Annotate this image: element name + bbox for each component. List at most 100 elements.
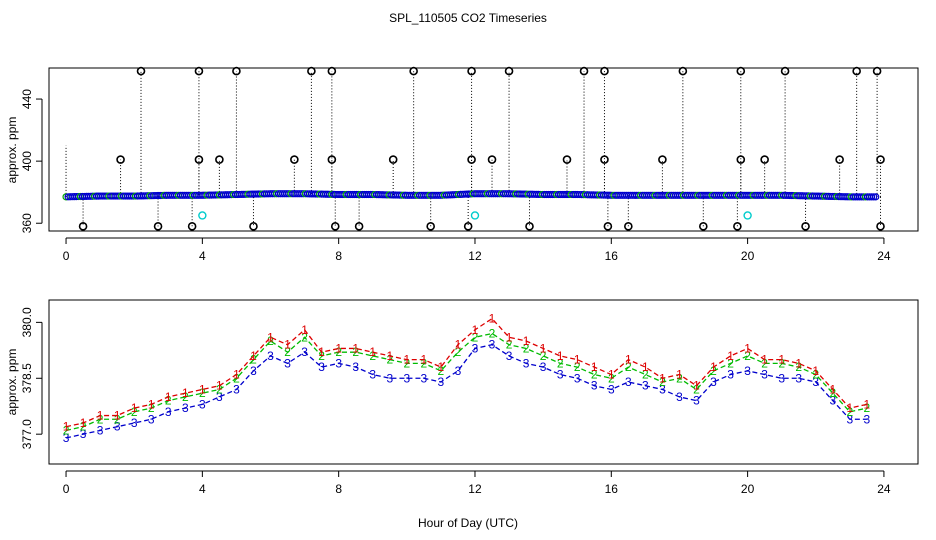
bottom-series-1-point: 1	[301, 323, 308, 337]
bottom-series-3-point: 3	[165, 405, 172, 419]
bottom-series-3-point: 3	[523, 356, 530, 370]
bottom-series-1-line	[65, 317, 868, 428]
top-panel: 0 4 8 12 16 20 24 360 400 440 approx. ppm	[5, 66, 919, 263]
bottom-series-2-point: 2	[778, 356, 785, 370]
bottom-series-1-point: 1	[761, 353, 768, 367]
top-spikes-low-point	[733, 222, 742, 231]
bottom-series-3-point: 3	[386, 371, 393, 385]
bottom-x-tick-label: 24	[877, 482, 891, 496]
top-spikes-high-point	[736, 66, 746, 76]
top-spikes-low-point	[801, 222, 810, 231]
bottom-series-1-point: 1	[369, 345, 376, 359]
bottom-series-1-point: 1	[591, 360, 598, 374]
bottom-series-1-point: 1	[727, 349, 734, 363]
top-x-tick-label: 24	[877, 249, 891, 263]
bottom-series-2-point: 2	[846, 405, 853, 419]
top-spikes-mid-point	[467, 155, 476, 164]
top-spikes-low-point	[603, 222, 613, 231]
bottom-series-3-point: 3	[557, 368, 564, 382]
bottom-series-1-point: 1	[114, 409, 121, 423]
top-spikes-mid-point	[600, 155, 609, 164]
bottom-series-3-point: 3	[812, 375, 819, 389]
top-y-tick-label: 360	[20, 213, 34, 233]
bottom-series-2-point: 2	[659, 375, 666, 389]
bottom-series-2-point: 2	[795, 360, 802, 374]
bottom-series-2-point: 2	[182, 390, 189, 404]
bottom-series-1-point: 1	[744, 341, 751, 355]
bottom-series-2-point: 2	[63, 423, 70, 437]
bottom-series-2-point: 2	[421, 356, 428, 370]
bottom-series-2-point: 2	[812, 368, 819, 382]
bottom-series-3-point: 3	[591, 379, 598, 393]
chart-title: SPL_110505 CO2 Timeseries	[389, 11, 547, 25]
bottom-series-1-point: 1	[778, 353, 785, 367]
top-spikes-low-point	[330, 222, 340, 231]
top-cyan-point	[198, 211, 207, 220]
bottom-series-1-point: 1	[642, 360, 649, 374]
top-spikes-high-point	[852, 66, 861, 76]
top-spikes-low-point	[153, 222, 163, 231]
bottom-x-tick-label: 16	[605, 482, 619, 496]
bottom-series-1-point: 1	[421, 353, 428, 367]
bottom-x-tick-label: 4	[199, 482, 206, 496]
bottom-series-1-point: 1	[625, 353, 632, 367]
bottom-series-1-point: 1	[608, 368, 615, 382]
top-spikes-high-point	[504, 66, 514, 76]
bottom-series-1-point: 1	[557, 349, 564, 363]
bottom-series-3-point: 3	[710, 375, 717, 389]
bottom-series-1-point: 1	[216, 379, 223, 393]
bottom-series-2-point: 2	[642, 368, 649, 382]
bottom-series-1-point: 1	[335, 341, 342, 355]
bottom-series-1-point: 1	[693, 379, 700, 393]
bottom-series-2-point: 2	[693, 382, 700, 396]
bottom-series-1-point: 1	[386, 349, 393, 363]
top-baseline-point	[870, 193, 878, 201]
bottom-series-3-point: 3	[761, 368, 768, 382]
bottom-series-1-point: 1	[250, 349, 257, 363]
bottom-series-1-point: 1	[489, 312, 496, 326]
bottom-series-2-point: 2	[114, 412, 121, 426]
top-spikes-mid-point	[562, 155, 572, 164]
top-spikes-low-point	[249, 222, 258, 231]
bottom-series-3-point: 3	[403, 371, 410, 385]
top-spikes-high-point	[232, 66, 241, 76]
bottom-series-1-point: 1	[182, 386, 189, 400]
bottom-series-2-point: 2	[540, 349, 547, 363]
bottom-series-3-point: 3	[506, 349, 513, 363]
bottom-series-2-point: 2	[489, 327, 496, 341]
bottom-series-3-point: 3	[693, 394, 700, 408]
bottom-series-1-point: 1	[455, 338, 462, 352]
bottom-series-2-point: 2	[403, 356, 410, 370]
top-spikes-high-point	[600, 66, 609, 76]
bottom-series-2-point: 2	[352, 345, 359, 359]
x-axis-label: Hour of Day (UTC)	[418, 516, 518, 530]
bottom-series-3-point: 3	[438, 375, 445, 389]
bottom-series-3-point: 3	[199, 397, 206, 411]
top-spikes-mid-point	[876, 155, 885, 164]
bottom-series-3-point: 3	[318, 360, 325, 374]
top-spikes-mid-point	[194, 155, 204, 164]
bottom-series-1-point: 1	[472, 323, 479, 337]
bottom-series-1-point: 1	[829, 382, 836, 396]
top-spikes-mid-point	[116, 155, 125, 164]
bottom-series-3-point: 3	[642, 379, 649, 393]
top-axes: 0 4 8 12 16 20 24 360 400 440	[20, 89, 891, 263]
top-x-tick-label: 20	[741, 249, 755, 263]
top-spikes-low-point	[699, 222, 708, 231]
bottom-series-1-point: 1	[506, 330, 513, 344]
top-x-tick-label: 8	[335, 249, 342, 263]
bottom-series-1-point: 1	[284, 338, 291, 352]
top-spikes-low-point	[525, 222, 534, 231]
top-plot-frame	[48, 67, 919, 232]
bottom-series-1-point: 1	[676, 368, 683, 382]
bottom-ylabel: approx. ppm	[5, 349, 19, 416]
bottom-series-3-point: 3	[250, 364, 257, 378]
top-spikes-low-point	[354, 222, 364, 231]
bottom-series-1-point: 1	[864, 397, 871, 411]
bottom-series-3-point: 3	[80, 427, 87, 441]
bottom-y-tick-label: 378.5	[20, 363, 34, 393]
top-x-tick-label: 16	[605, 249, 619, 263]
bottom-series-3-point: 3	[778, 371, 785, 385]
